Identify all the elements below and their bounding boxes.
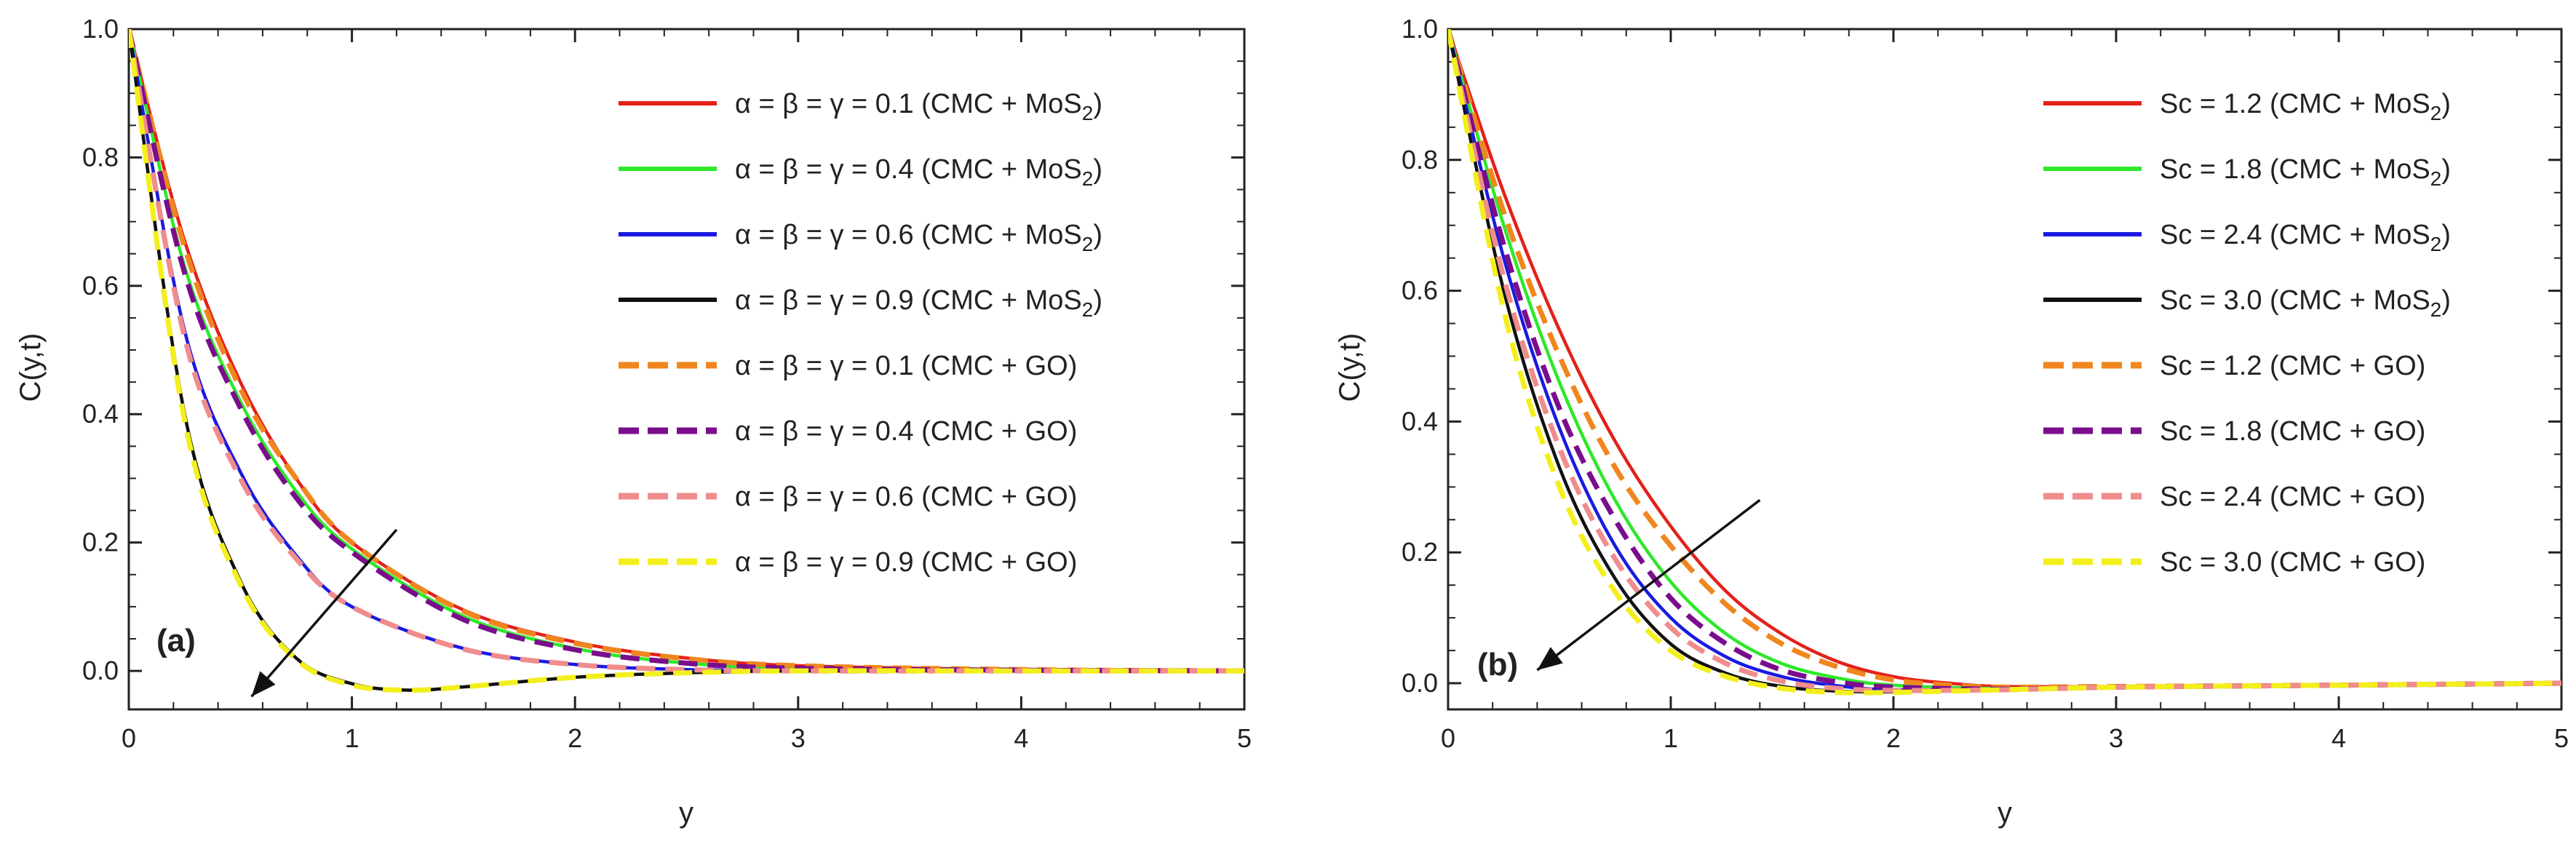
panel-label: (a): [156, 623, 196, 658]
y-tick-label: 0.4: [82, 399, 119, 429]
y-tick-label: 0.2: [82, 527, 119, 557]
y-tick-label: 0.8: [1402, 145, 1438, 175]
x-tick-label: 5: [1237, 723, 1252, 753]
y-tick-label: 0.8: [82, 142, 119, 172]
x-tick-label: 5: [2554, 723, 2569, 753]
y-tick-label: 1.0: [1402, 14, 1438, 44]
series-line-8: [129, 29, 1244, 693]
y-tick-label: 0.0: [1402, 668, 1438, 698]
series-line-6: [129, 29, 1244, 674]
x-tick-label: 4: [1014, 723, 1028, 753]
plot-frame: [127, 28, 1246, 711]
x-tick-label: 0: [122, 723, 136, 753]
x-axis-title: y: [679, 797, 693, 829]
series-lines: [129, 29, 1244, 693]
legend-label-1: Sc = 1.2 (CMC + MoS2): [2160, 89, 2451, 124]
y-tick-label: 0.6: [1402, 276, 1438, 306]
legend-label-3: α = β = γ = 0.6 (CMC + MoS2): [735, 220, 1102, 255]
chart-panel-b: 0 1 2 3 4 5 0.0 0.2 0.4 0.6 0.8 1.0 y C(y,t) Sc = 1.2 …: [1334, 14, 2569, 829]
x-tick-label: 1: [345, 723, 359, 753]
legend-label-1: α = β = γ = 0.1 (CMC + MoS2): [735, 89, 1102, 124]
legend-label-2: Sc = 1.8 (CMC + MoS2): [2160, 154, 2451, 190]
series-lines: [1448, 29, 2561, 696]
legend-label-8: Sc = 3.0 (CMC + GO): [2160, 547, 2425, 578]
trend-arrow-shaft: [1536, 498, 1761, 672]
x-tick-label: 0: [1441, 723, 1455, 753]
x-tick-label: 1: [1663, 723, 1678, 753]
legend-label-6: Sc = 1.8 (CMC + GO): [2160, 416, 2425, 447]
y-tick-label: 1.0: [82, 14, 119, 44]
legend-label-7: Sc = 2.4 (CMC + GO): [2160, 482, 2425, 512]
x-tick-label: 4: [2331, 723, 2346, 753]
series-line-8: [1448, 29, 2561, 696]
x-tick-label: 2: [568, 723, 582, 753]
legend-label-6: α = β = γ = 0.4 (CMC + GO): [735, 416, 1077, 447]
trend-arrow-head: [1537, 647, 1563, 671]
y-axis-title: C(y,t): [1334, 333, 1366, 402]
series-line-7: [1448, 29, 2561, 693]
y-tick-label: 0.0: [82, 656, 119, 685]
plot-frame: [1447, 28, 2563, 711]
x-axis-title: y: [1997, 797, 2012, 829]
y-tick-label: 0.2: [1402, 537, 1438, 567]
legend-label-4: α = β = γ = 0.9 (CMC + MoS2): [735, 285, 1102, 321]
legend-label-2: α = β = γ = 0.4 (CMC + MoS2): [735, 154, 1102, 190]
legend-label-7: α = β = γ = 0.6 (CMC + GO): [735, 482, 1077, 512]
x-tick-label: 3: [2109, 723, 2123, 753]
y-tick-label: 0.6: [82, 271, 119, 300]
legend-label-3: Sc = 2.4 (CMC + MoS2): [2160, 220, 2451, 255]
chart-panel-a: 0 1 2 3 4 5 0.0 0.2 0.4 0.6 0.8 1.0 y C(y,t) α = β = γ…: [15, 14, 1252, 829]
y-axis-title: C(y,t): [15, 333, 47, 402]
legend-label-5: α = β = γ = 0.1 (CMC + GO): [735, 351, 1077, 381]
series-line-7: [129, 29, 1244, 674]
panel-label: (b): [1477, 647, 1518, 682]
x-tick-label: 3: [791, 723, 806, 753]
legend-label-4: Sc = 3.0 (CMC + MoS2): [2160, 285, 2451, 321]
trend-arrow-shaft: [250, 528, 398, 698]
y-tick-label: 0.4: [1402, 406, 1438, 436]
trend-arrow-head: [251, 671, 276, 697]
legend-label-8: α = β = γ = 0.9 (CMC + GO): [735, 547, 1077, 578]
legend-label-5: Sc = 1.2 (CMC + GO): [2160, 351, 2425, 381]
x-tick-label: 2: [1886, 723, 1901, 753]
